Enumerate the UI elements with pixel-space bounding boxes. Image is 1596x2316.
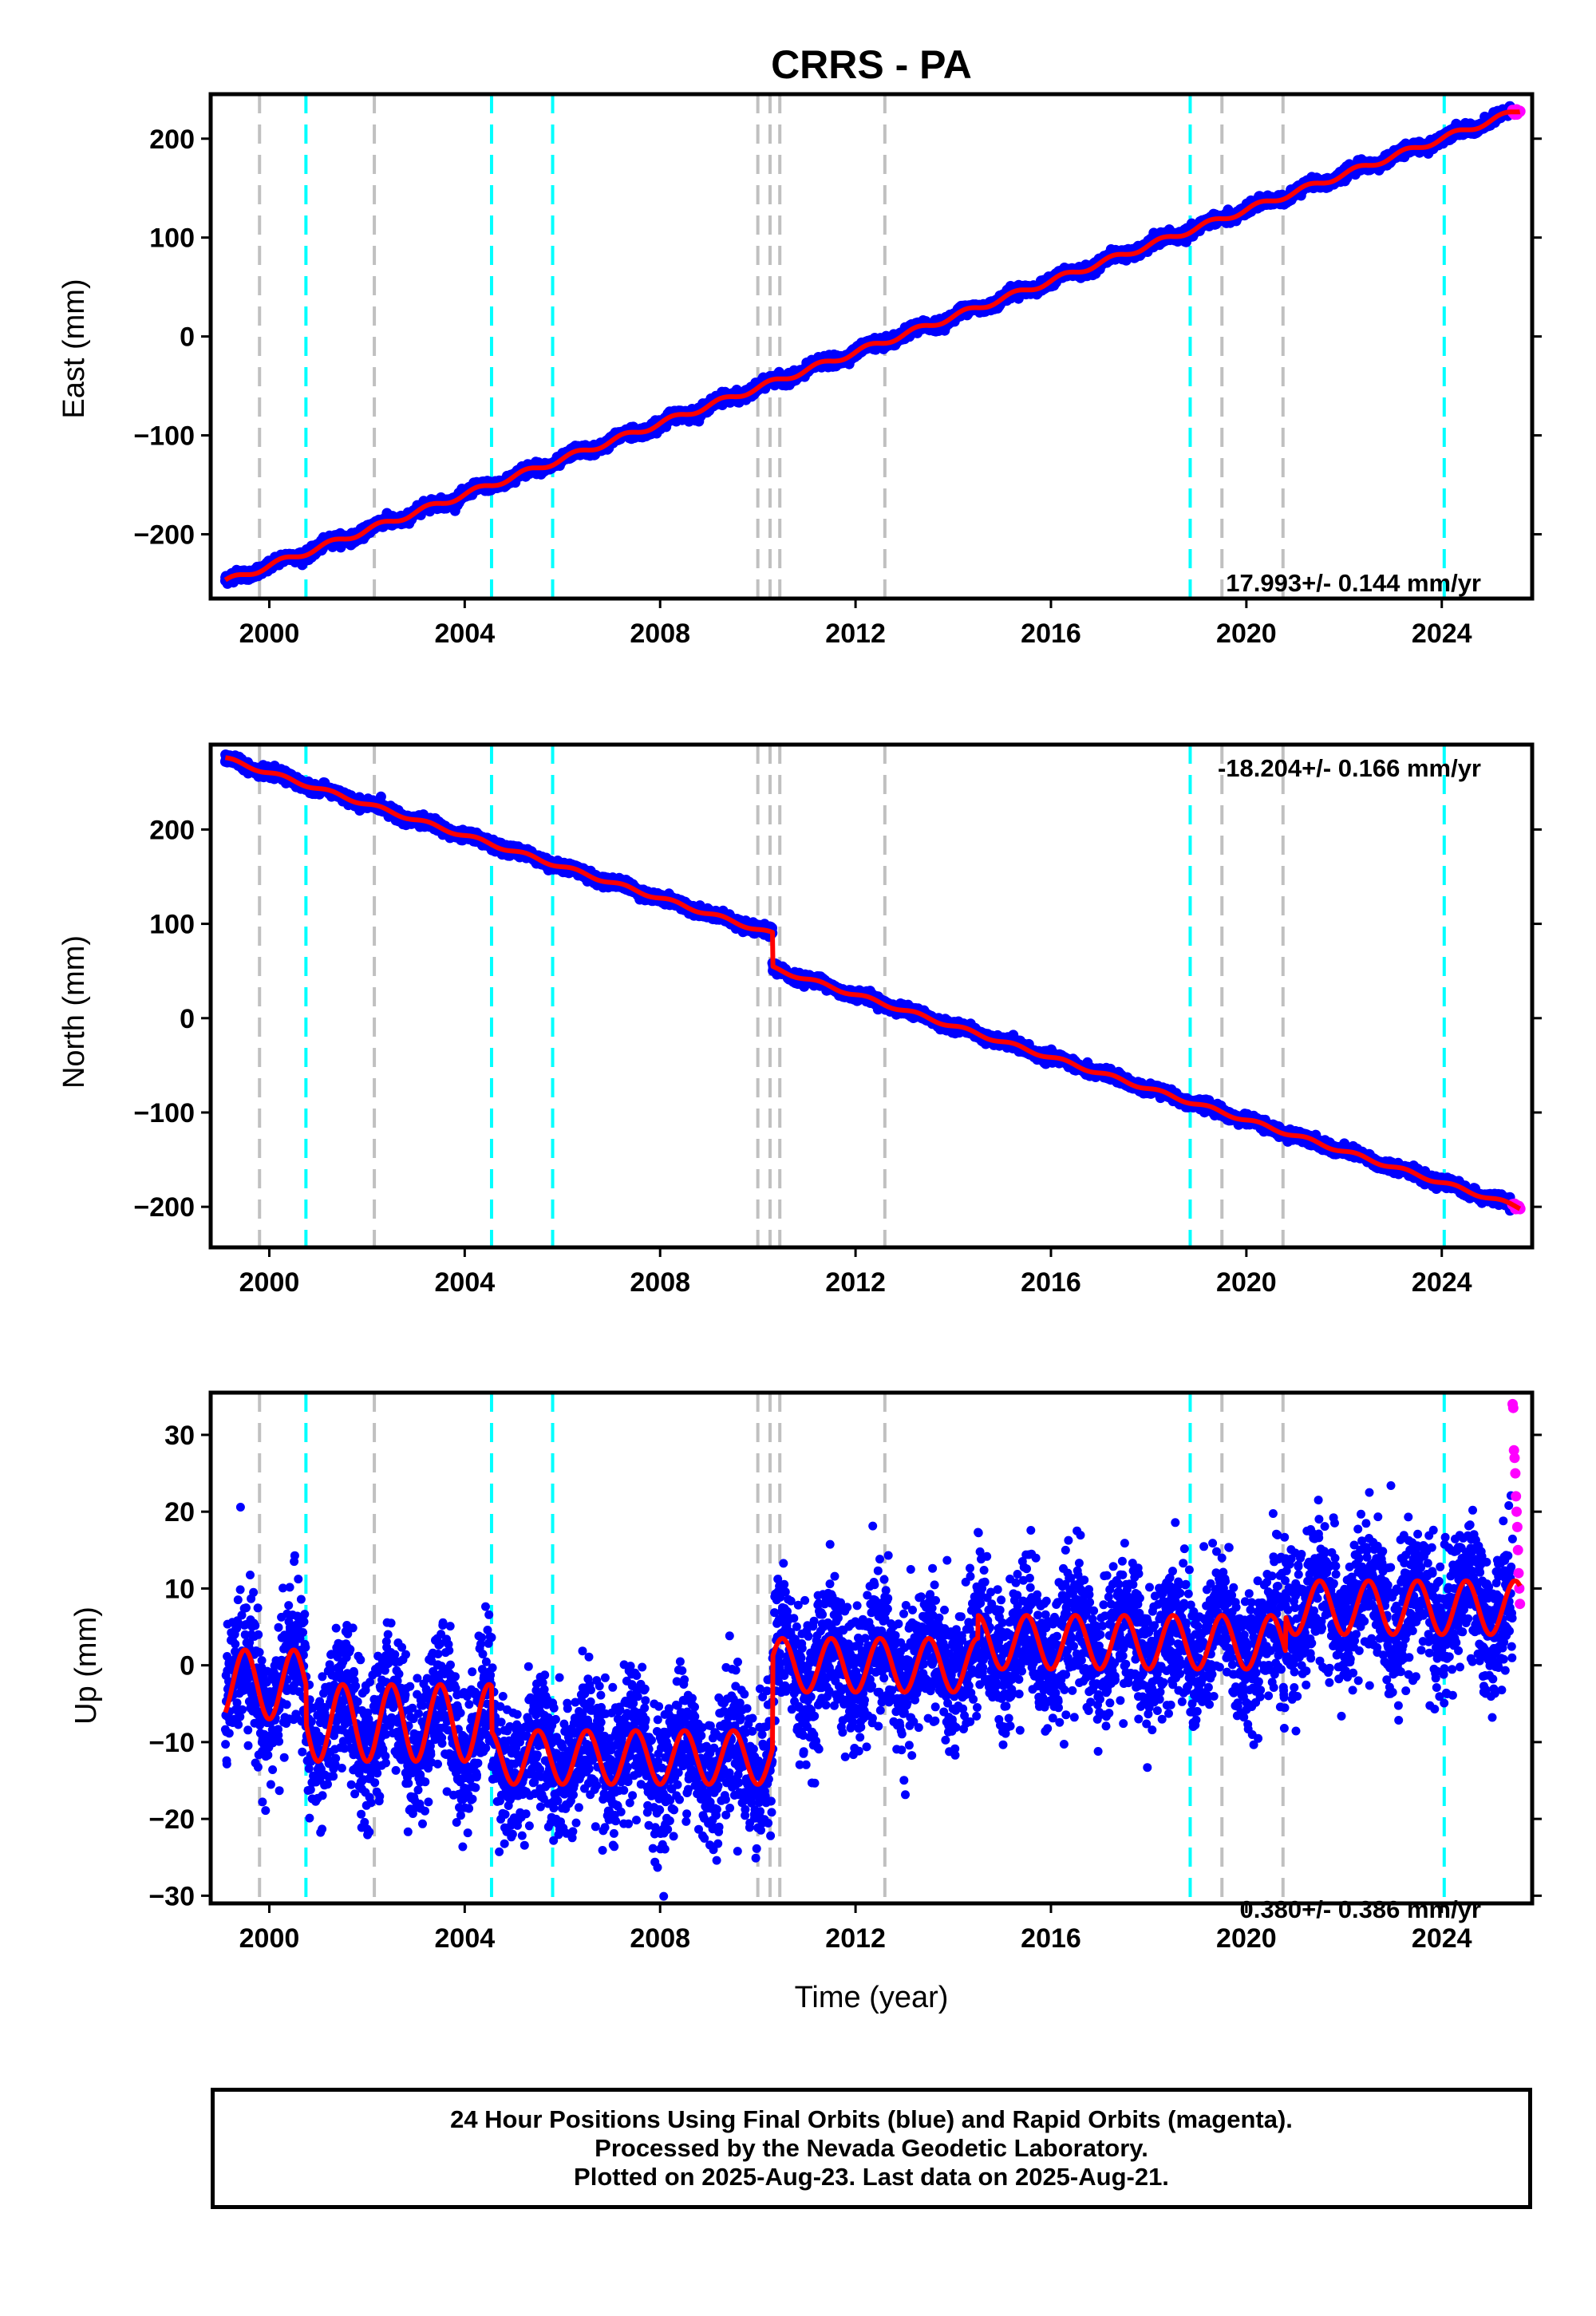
chart-title: CRRS - PA (771, 42, 972, 87)
east-data-layer (219, 94, 1526, 599)
